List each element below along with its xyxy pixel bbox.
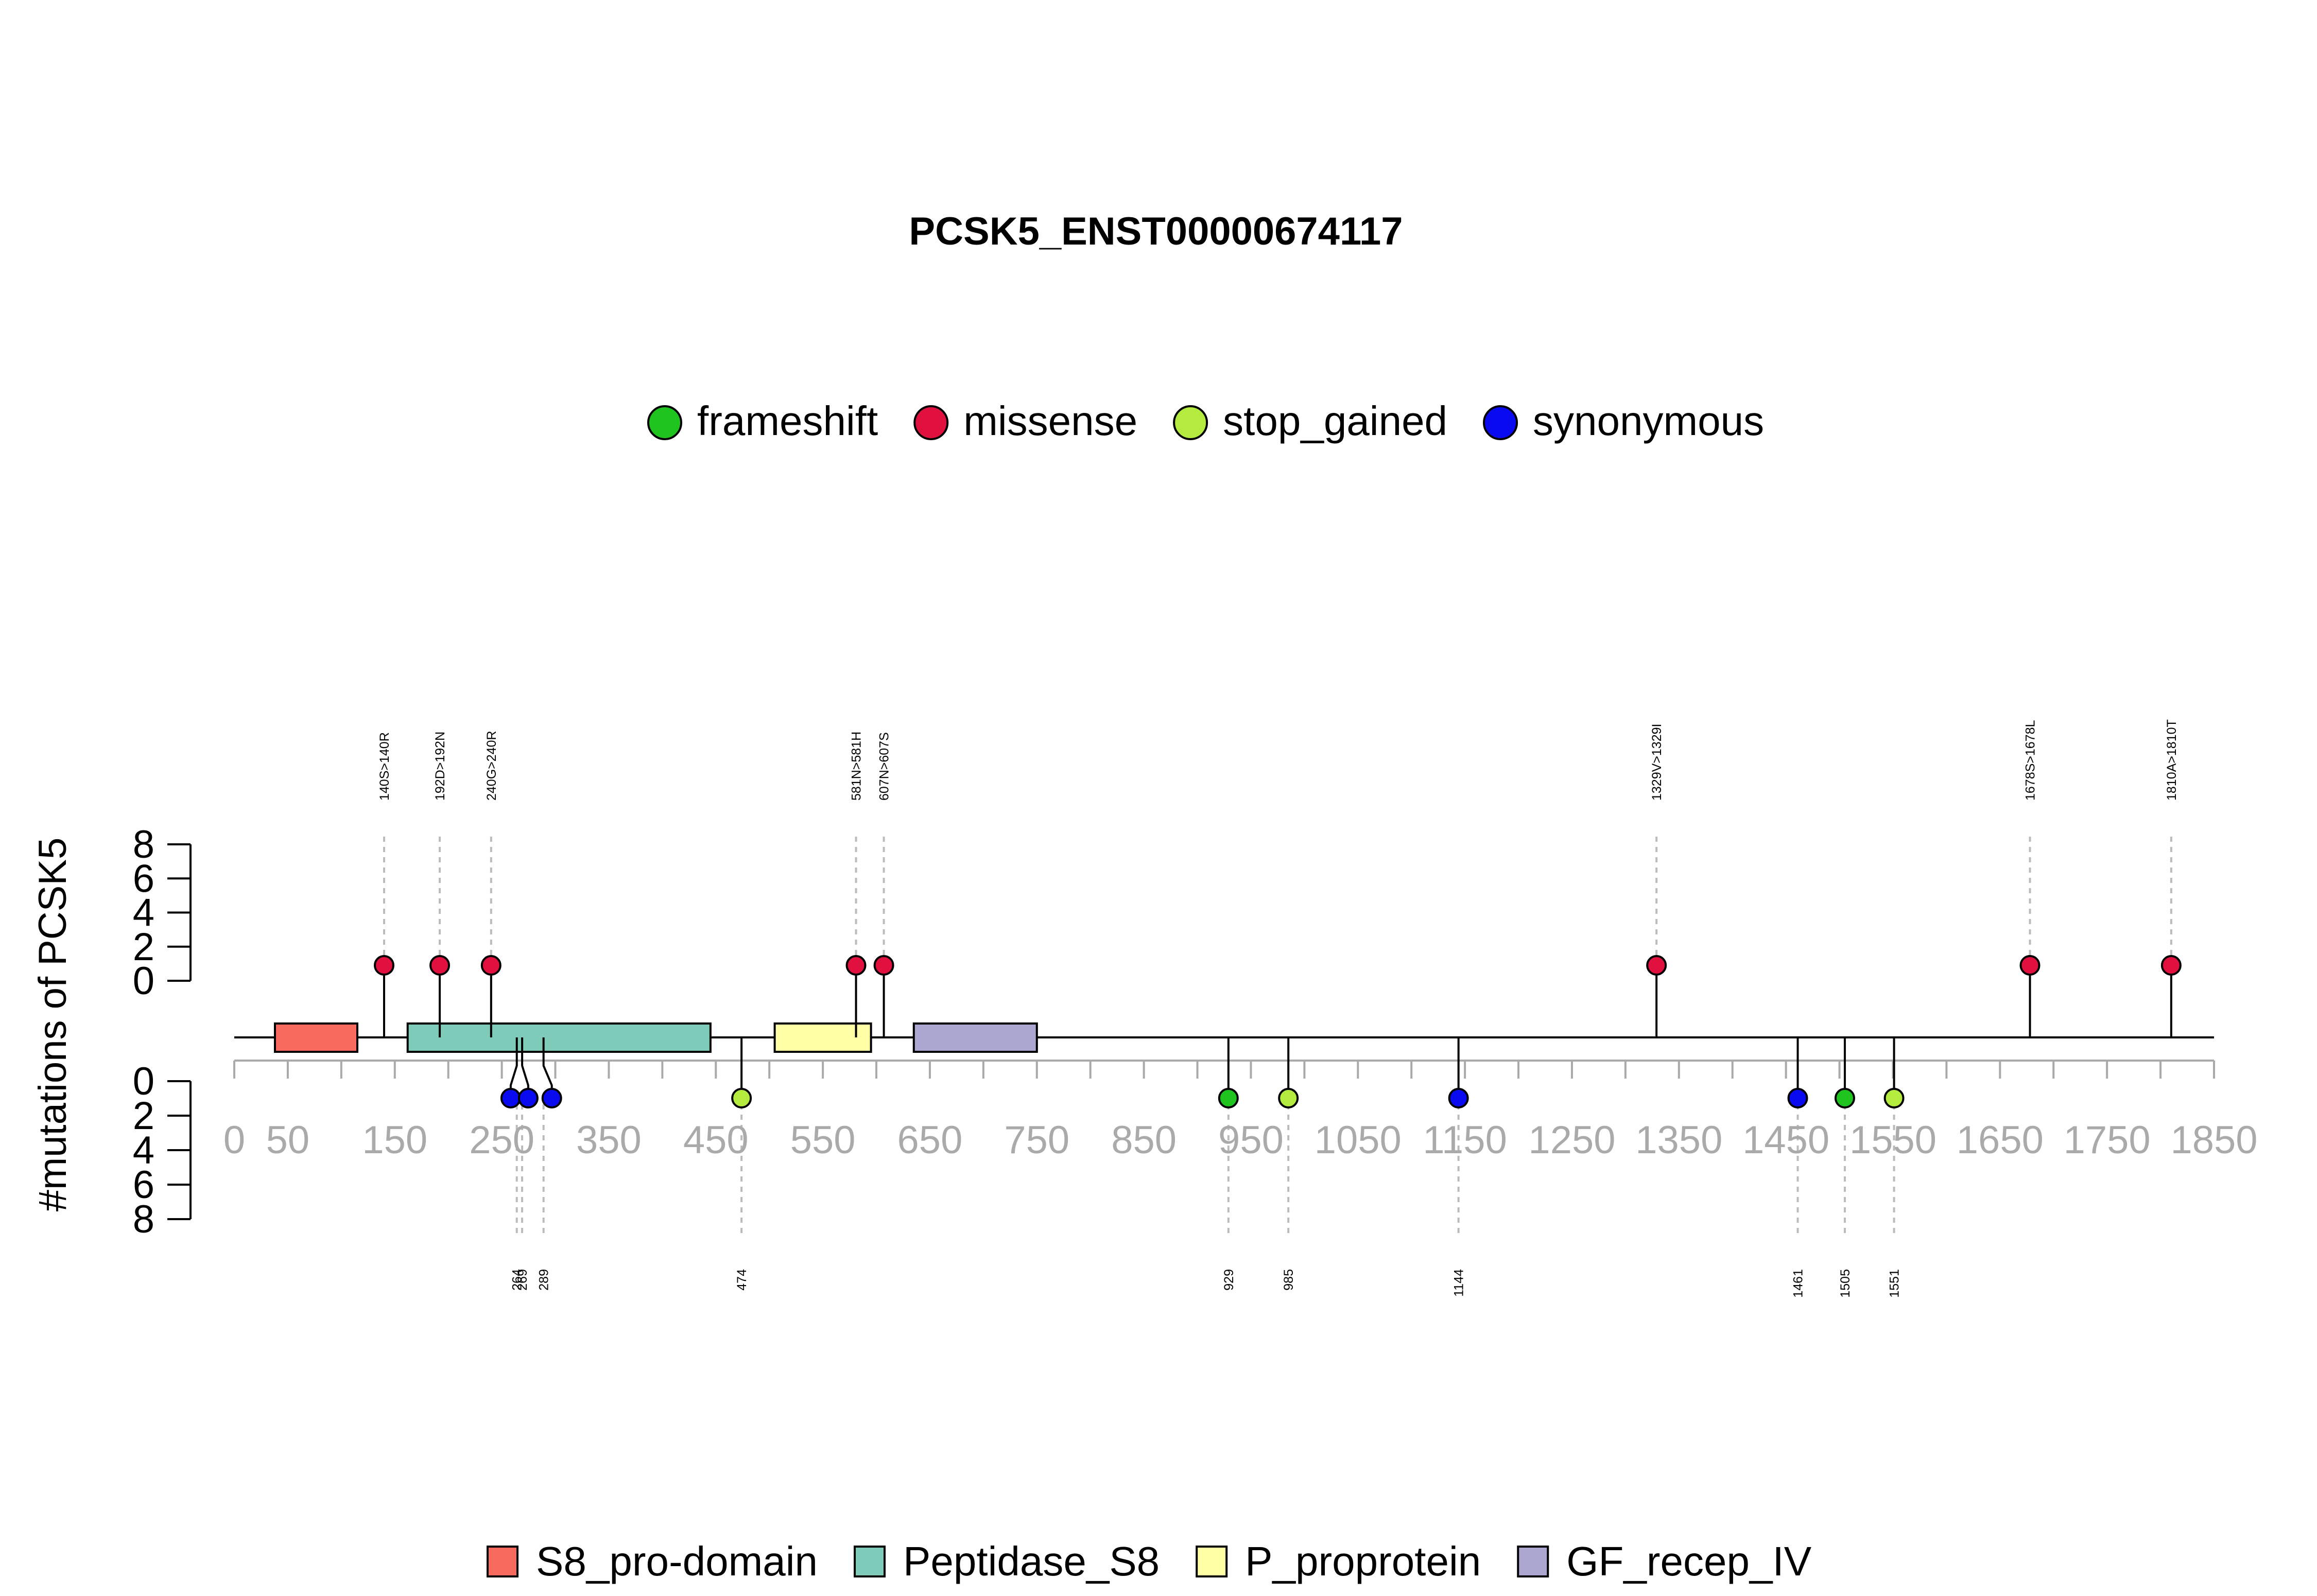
mutation-point <box>541 1088 562 1108</box>
x-tick-label: 950 <box>1218 1118 1284 1162</box>
legend-marker <box>647 405 682 440</box>
mutation-label: 1551 <box>1888 1269 1902 1298</box>
legend-label: stop_gained <box>1223 398 1447 444</box>
y-tick-label-bottom: 4 <box>133 1129 154 1172</box>
mutation-point <box>1448 1088 1469 1108</box>
legend-label: Peptidase_S8 <box>903 1538 1160 1584</box>
x-tick-label: 250 <box>469 1118 534 1162</box>
mutation-label: 1144 <box>1452 1269 1466 1297</box>
legend-swatch <box>1517 1546 1549 1577</box>
x-tick-label: 650 <box>897 1118 963 1162</box>
domain-box <box>406 1022 712 1053</box>
y-tick-label-top: 4 <box>133 891 154 935</box>
mutation-label: 269 <box>515 1269 530 1291</box>
legend-swatch <box>854 1546 886 1577</box>
y-axis-label: #mutations of PCSK5 <box>31 838 75 1212</box>
chart-title: PCSK5_ENST00000674117 <box>909 210 1403 253</box>
domain-box <box>273 1022 359 1053</box>
x-tick-label: 150 <box>362 1118 427 1162</box>
mutation-point <box>731 1088 752 1108</box>
x-tick-label: 450 <box>683 1118 749 1162</box>
legend-label: P_proprotein <box>1245 1538 1481 1584</box>
x-tick-label: 1450 <box>1742 1118 1829 1162</box>
mutation-point <box>1646 955 1667 976</box>
y-tick-label-bottom: 0 <box>133 1060 154 1103</box>
y-tick-label-bottom: 6 <box>133 1163 154 1207</box>
legend-swatch <box>487 1546 518 1577</box>
y-tick-label-top: 8 <box>133 823 154 866</box>
mutation-label: 264 <box>510 1269 525 1291</box>
x-tick-label: 1850 <box>2170 1118 2257 1162</box>
domain-box <box>912 1022 1038 1053</box>
mutation-label: 1810A>1810T <box>2165 719 2179 801</box>
x-tick-label: 1650 <box>1957 1118 2044 1162</box>
y-tick-label-top: 6 <box>133 857 154 900</box>
plot-area: 0 50 150 250 350 450 550 650 750 850 950 1050 1150 12… <box>133 719 2258 1297</box>
mutation-label: 1678S>1678L <box>2024 720 2038 801</box>
mutation-point <box>500 1088 521 1108</box>
x-tick-label: 0 <box>223 1118 245 1162</box>
mutation-point <box>2019 955 2041 976</box>
x-tick-label: 1350 <box>1635 1118 1722 1162</box>
x-tick-label: 1750 <box>2064 1118 2151 1162</box>
mutation-point <box>1278 1088 1299 1108</box>
mutation-label: 581N>581H <box>850 732 864 801</box>
domain-box <box>773 1022 872 1053</box>
legend-label: S8_pro-domain <box>536 1538 818 1584</box>
x-tick-label: 550 <box>790 1118 856 1162</box>
mutation-label: 607N>607S <box>877 732 892 801</box>
mutation-label: 929 <box>1222 1269 1236 1291</box>
mutation-label: 140S>140R <box>377 732 392 801</box>
x-tick-label: 1150 <box>1423 1118 1507 1162</box>
mutation-label: 1329V>1329I <box>1650 724 1664 801</box>
legend-label: GF_recep_IV <box>1566 1538 1811 1584</box>
mutation-point <box>1883 1088 1905 1108</box>
mutation-label: 289 <box>537 1269 551 1291</box>
x-tick-label: 350 <box>576 1118 642 1162</box>
mutation-label: 1461 <box>1791 1269 1806 1298</box>
y-tick-label-bottom: 2 <box>133 1094 154 1138</box>
x-tick-label: 1550 <box>1849 1118 1936 1162</box>
mutation-label: 985 <box>1282 1269 1296 1291</box>
legend-marker <box>913 405 949 440</box>
y-tick-label-top: 2 <box>133 925 154 969</box>
mutation-label: 240G>240R <box>485 731 499 801</box>
legend-label: missense <box>963 398 1137 444</box>
legend-swatch <box>1196 1546 1228 1577</box>
y-tick-label-bottom: 8 <box>133 1198 154 1241</box>
mutation-label: 1505 <box>1838 1269 1853 1298</box>
mutation-label: 192D>192N <box>433 732 447 801</box>
x-tick-label: 850 <box>1111 1118 1177 1162</box>
x-tick-label: 50 <box>266 1118 310 1162</box>
mutation-point <box>873 955 894 976</box>
mutation-point <box>429 955 451 976</box>
mutation-point <box>480 955 502 976</box>
mutation-label: 474 <box>735 1269 749 1291</box>
x-tick-label: 1050 <box>1315 1118 1402 1162</box>
mutation-point <box>1218 1088 1239 1108</box>
mutation-type-legend: frameshift missense stop_gained synonymous <box>647 398 1764 444</box>
mutation-point <box>373 955 394 976</box>
legend-marker <box>1173 405 1208 440</box>
legend-label: frameshift <box>697 398 878 444</box>
legend-marker <box>1483 405 1518 440</box>
mutation-point <box>1834 1088 1855 1108</box>
x-tick-label: 1250 <box>1528 1118 1615 1162</box>
legend-label: synonymous <box>1533 398 1764 444</box>
mutation-point <box>517 1088 539 1108</box>
x-tick-label: 750 <box>1004 1118 1069 1162</box>
domain-legend: S8_pro-domain Peptidase_S8 P_proprotein GF_… <box>487 1538 1812 1584</box>
mutation-point <box>845 955 867 976</box>
y-tick-label-top: 0 <box>133 959 154 1003</box>
mutation-point <box>2160 955 2182 976</box>
mutation-point <box>1787 1088 1808 1108</box>
